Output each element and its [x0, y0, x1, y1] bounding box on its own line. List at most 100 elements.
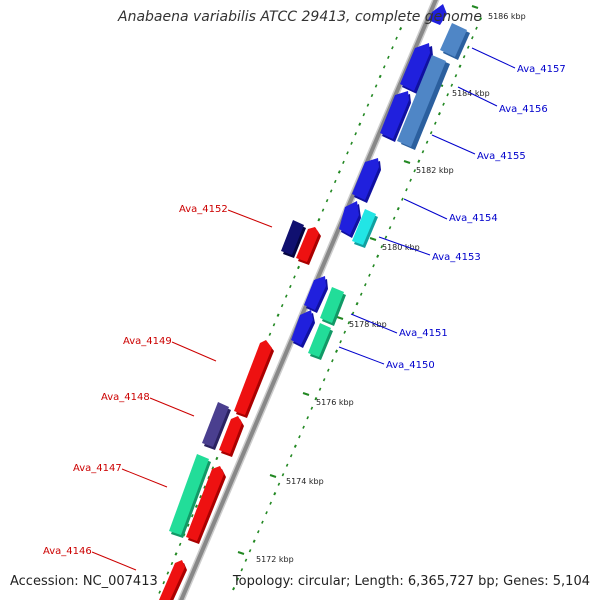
track-dot: [329, 189, 333, 193]
track-dot: [405, 188, 408, 192]
track-dot: [396, 206, 400, 211]
gene-label-ava-4153[interactable]: Ava_4153: [432, 252, 481, 263]
track-dot: [370, 93, 374, 98]
track-dot: [277, 482, 281, 486]
gene-label-ava-4156[interactable]: Ava_4156: [499, 104, 548, 115]
gene-ava-4156[interactable]: [400, 4, 447, 94]
track-dot: [293, 275, 296, 279]
track-dot: [350, 141, 353, 145]
track-dot: [269, 501, 272, 505]
track-dot: [446, 93, 449, 97]
track-dot: [372, 264, 375, 268]
track-dot: [199, 495, 202, 499]
track-dot: [335, 349, 339, 353]
gene-ava-4155[interactable]: [380, 55, 450, 150]
kbp-tick: [336, 316, 344, 320]
track-dot: [409, 178, 412, 182]
track-dot: [326, 368, 330, 372]
track-dot: [380, 245, 384, 249]
track-dot: [339, 340, 342, 344]
accession-text: Accession: NC_007413: [10, 574, 158, 589]
track-dot: [322, 378, 326, 382]
gene-label-ava-4154[interactable]: Ava_4154: [449, 213, 498, 224]
track-dot: [273, 491, 277, 496]
track-dot: [325, 198, 329, 203]
track-dot: [354, 132, 358, 136]
track-dot: [280, 304, 284, 308]
track-dot: [376, 254, 380, 258]
kbp-tick: [302, 392, 310, 396]
track-dot: [391, 46, 394, 50]
track-dot: [158, 590, 162, 594]
track-dot: [293, 444, 297, 448]
track-dot: [388, 226, 392, 230]
kbp-tick: [237, 551, 245, 555]
track-dot: [374, 84, 378, 88]
track-dot: [314, 396, 318, 401]
kbp-scale: 5172 kbp 5174 kbp 5176 kbp 5178 kbp 5180…: [237, 5, 526, 564]
track-dot: [392, 216, 396, 220]
track-dot: [284, 294, 288, 298]
gene-ava-4150[interactable]: [291, 310, 333, 360]
gene-ava-4148[interactable]: [202, 402, 244, 457]
track-dot: [450, 83, 454, 87]
genome-title: Anabaena variabilis ATCC 29413, complete…: [118, 9, 482, 25]
gene-ava-4152[interactable]: [281, 220, 321, 265]
track-dot: [194, 504, 198, 508]
track-dot: [466, 45, 470, 49]
gene-label-ava-4150[interactable]: Ava_4150: [386, 360, 435, 371]
track-dot: [347, 321, 351, 325]
track-dot: [186, 523, 190, 527]
track-dot: [302, 425, 305, 429]
gene-ava-4151[interactable]: [304, 276, 346, 326]
track-dot: [437, 111, 441, 116]
track-dot: [289, 454, 293, 458]
track-dot: [337, 170, 341, 174]
gene-ava-4147[interactable]: [169, 454, 226, 544]
gene-ava-4153[interactable]: [352, 209, 378, 248]
track-dot: [382, 65, 386, 69]
kbp-label: 5172 kbp: [256, 555, 294, 564]
track-dot: [401, 197, 404, 201]
gene-label-ava-4155[interactable]: Ava_4155: [477, 151, 526, 162]
track-dot: [362, 113, 366, 117]
track-dot: [215, 456, 219, 461]
track-dot: [395, 36, 398, 40]
track-dot: [317, 217, 321, 222]
track-dot: [232, 586, 236, 591]
gene-label-ava-4157[interactable]: Ava_4157: [517, 64, 566, 75]
track-dot: [285, 463, 289, 467]
dotted-track-inner: [232, 16, 483, 591]
track-dot: [261, 520, 264, 524]
track-dot: [333, 179, 337, 184]
track-dot: [166, 571, 170, 575]
kbp-tick: [369, 237, 377, 241]
track-dot: [351, 311, 355, 315]
track-dot: [425, 140, 429, 144]
track-dot: [321, 208, 325, 212]
kbp-label: 5174 kbp: [286, 477, 324, 486]
gene-ava-4154[interactable]: [339, 158, 381, 238]
dotted-track-outer: [155, 26, 403, 600]
track-dot: [272, 323, 276, 327]
track-dot: [442, 102, 445, 106]
gene-ava-4149[interactable]: [234, 340, 274, 418]
gene-label-ava-4152[interactable]: Ava_4152: [179, 204, 228, 215]
track-dot: [413, 169, 417, 173]
gene-label-ava-4148[interactable]: Ava_4148: [101, 392, 150, 403]
track-dot: [297, 265, 301, 270]
gene-ava-4146[interactable]: [159, 560, 187, 600]
kbp-label: 5176 kbp: [316, 398, 354, 407]
track-dot: [298, 435, 301, 439]
track-dot: [343, 330, 347, 334]
gene-label-ava-4146[interactable]: Ava_4146: [43, 546, 92, 557]
genome-summary-text: Topology: circular; Length: 6,365,727 bp…: [232, 574, 590, 589]
gene-label-ava-4151[interactable]: Ava_4151: [399, 328, 448, 339]
kbp-tick: [471, 5, 479, 9]
gene-label-ava-4149[interactable]: Ava_4149: [123, 336, 172, 347]
track-dot: [252, 539, 256, 543]
track-dot: [346, 151, 349, 155]
track-dot: [366, 103, 370, 107]
gene-ava-4157[interactable]: [440, 23, 470, 60]
gene-label-ava-4147[interactable]: Ava_4147: [73, 463, 122, 474]
